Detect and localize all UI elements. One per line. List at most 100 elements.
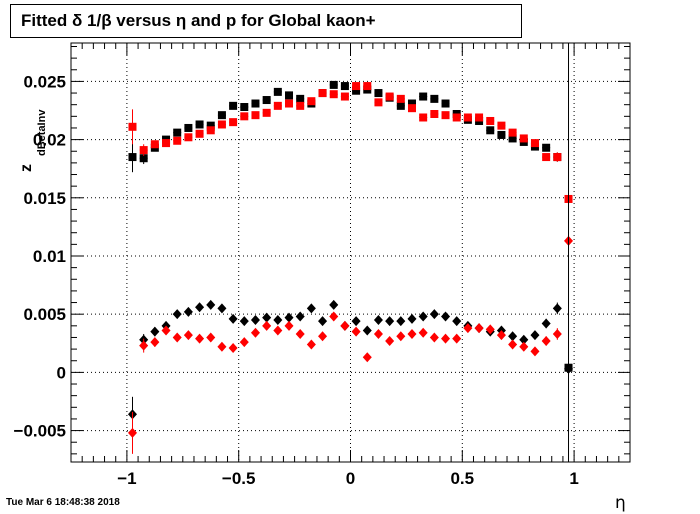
data-point-square	[217, 111, 226, 120]
data-point-diamond	[206, 299, 216, 310]
data-point-diamond	[273, 325, 283, 336]
data-point-diamond	[362, 352, 372, 363]
data-point-diamond	[250, 315, 260, 326]
data-point-square	[173, 136, 182, 145]
data-point-square	[430, 94, 439, 103]
data-point-square	[486, 116, 495, 125]
data-point-diamond	[306, 303, 316, 314]
data-point-diamond	[351, 316, 361, 327]
data-point-diamond	[474, 323, 484, 334]
data-point-square	[229, 101, 238, 110]
data-point-square	[128, 153, 137, 162]
data-point-square	[273, 101, 282, 110]
data-point-square	[296, 101, 305, 110]
data-point-diamond	[552, 328, 562, 339]
data-point-diamond	[250, 327, 260, 338]
grid-lines	[71, 43, 630, 462]
data-point-square	[217, 120, 226, 129]
x-tick-label: −0.5	[222, 469, 256, 488]
y-axis-label-sub: dBetaInv	[36, 109, 48, 156]
data-point-diamond	[351, 326, 361, 337]
data-point-diamond	[452, 333, 462, 344]
data-point-diamond	[139, 340, 149, 351]
data-point-diamond	[273, 315, 283, 326]
data-point-diamond	[508, 339, 518, 350]
data-point-square	[285, 99, 294, 108]
data-point-diamond	[519, 341, 529, 352]
data-point-square	[150, 140, 159, 149]
data-point-diamond	[541, 335, 551, 346]
data-point-diamond	[195, 302, 205, 313]
data-point-diamond	[217, 341, 227, 352]
data-point-square	[441, 111, 450, 120]
data-point-diamond	[441, 333, 451, 344]
data-point-diamond	[519, 334, 529, 345]
data-point-diamond	[407, 328, 417, 339]
data-point-square	[296, 94, 305, 103]
data-point-square	[329, 90, 338, 99]
data-point-diamond	[396, 316, 406, 327]
y-tick-label: 0.01	[33, 247, 66, 266]
x-tick-label: −1	[117, 469, 136, 488]
data-point-diamond	[373, 315, 383, 326]
y-tick-label: 0	[57, 363, 66, 382]
data-point-square	[340, 82, 349, 91]
data-point-square	[519, 134, 528, 143]
data-point-square	[486, 126, 495, 135]
x-axis-label: η	[615, 493, 626, 513]
data-point-diamond	[496, 330, 506, 341]
data-point-diamond	[485, 324, 495, 335]
y-tick-label: 0.005	[23, 305, 66, 324]
data-point-diamond	[373, 328, 383, 339]
data-point-square	[475, 113, 484, 122]
data-point-diamond	[172, 309, 182, 320]
data-point-diamond	[452, 316, 462, 327]
data-point-diamond	[418, 311, 428, 322]
data-point-diamond	[552, 303, 562, 314]
data-point-square	[162, 139, 171, 148]
data-point-square	[262, 108, 271, 117]
data-point-square	[497, 130, 506, 139]
data-point-diamond	[329, 311, 339, 322]
data-point-square	[463, 113, 472, 122]
data-point-square	[553, 153, 562, 162]
data-point-diamond	[150, 337, 160, 348]
data-point-square	[396, 94, 405, 103]
data-point-square	[184, 123, 193, 132]
data-point-diamond	[150, 326, 160, 337]
data-point-diamond	[508, 331, 518, 342]
data-point-diamond	[217, 303, 227, 314]
data-point-square	[195, 129, 204, 138]
data-point-square	[452, 113, 461, 122]
data-point-square	[128, 122, 137, 131]
data-point-square	[430, 109, 439, 118]
data-point-diamond	[429, 332, 439, 343]
data-point-diamond	[206, 332, 216, 343]
data-point-diamond	[385, 335, 395, 346]
y-tick-label: −0.005	[14, 422, 66, 441]
data-point-diamond	[541, 318, 551, 329]
x-tick-label: 1	[569, 469, 578, 488]
data-point-diamond	[161, 325, 171, 336]
data-point-diamond	[295, 311, 305, 322]
data-point-diamond	[463, 323, 473, 334]
chart-title: Fitted δ 1/β versus η and p for Global k…	[10, 4, 522, 38]
data-point-square	[307, 97, 316, 106]
data-point-diamond	[318, 316, 328, 327]
data-points	[127, 80, 574, 454]
data-point-square	[407, 104, 416, 113]
data-point-square	[251, 111, 260, 120]
y-tick-label: 0.02	[33, 131, 66, 150]
data-point-square	[262, 96, 271, 105]
data-point-diamond	[262, 320, 272, 331]
data-point-diamond	[306, 339, 316, 350]
data-point-square	[352, 86, 361, 95]
data-point-square	[419, 113, 428, 122]
data-point-square	[251, 99, 260, 108]
data-point-diamond	[429, 309, 439, 320]
data-point-diamond	[318, 331, 328, 342]
data-point-diamond	[228, 342, 238, 353]
data-point-square	[363, 82, 372, 91]
data-point-square	[240, 112, 249, 121]
y-tick-label: 0.015	[23, 189, 66, 208]
